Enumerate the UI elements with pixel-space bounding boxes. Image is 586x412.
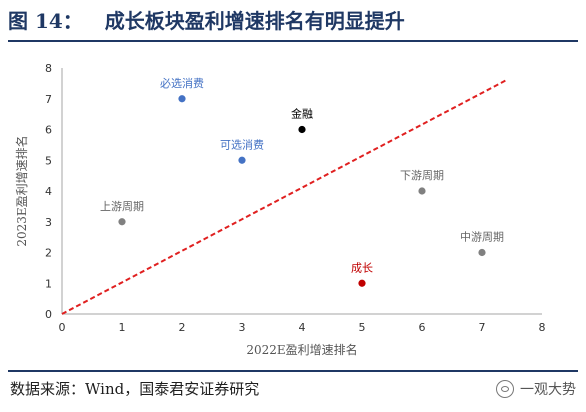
reference-line [61, 79, 507, 315]
data-point [178, 95, 186, 103]
data-point-label: 可选消费 [220, 137, 264, 151]
y-tick-label: 0 [45, 308, 52, 321]
data-point [118, 218, 126, 226]
x-tick-label: 4 [299, 321, 306, 334]
figure-title: 图 14： 成长板块盈利增速排名有明显提升 [8, 6, 568, 36]
y-tick-label: 1 [45, 277, 52, 290]
data-point-label: 中游周期 [460, 231, 504, 244]
x-tick-label: 8 [539, 321, 546, 334]
data-point [238, 156, 246, 164]
data-point [478, 248, 486, 257]
y-tick-label: 3 [45, 216, 52, 229]
wechat-logo-icon [496, 380, 514, 398]
x-tick-label: 1 [119, 321, 126, 334]
y-tick-label: 5 [45, 154, 52, 167]
x-tick-label: 7 [479, 321, 486, 334]
data-point [298, 125, 306, 134]
x-tick-label: 2 [179, 321, 186, 334]
y-axis-label: 2023E盈利增速排名 [14, 135, 29, 246]
watermark-text: 一观大势 [520, 382, 576, 398]
data-point [358, 279, 366, 287]
x-tick-label: 3 [239, 321, 246, 334]
x-tick-label: 6 [419, 321, 426, 334]
y-tick-label: 8 [45, 62, 52, 75]
axes [61, 68, 542, 315]
x-axis-label: 2022E盈利增速排名 [246, 342, 357, 357]
x-tick-label: 0 [59, 321, 66, 334]
top-rule [8, 40, 578, 42]
reference-line-group [61, 79, 507, 315]
bottom-rule [8, 370, 578, 372]
data-point-label: 上游周期 [100, 200, 144, 213]
data-point-label: 金融 [291, 107, 313, 121]
x-tick-label: 5 [359, 321, 366, 334]
data-point-label: 必选消费 [160, 76, 204, 90]
data-point [418, 187, 426, 195]
y-tick-label: 6 [45, 124, 52, 137]
y-tick-label: 2 [45, 247, 52, 260]
data-point-label: 下游周期 [400, 169, 444, 182]
tick-labels: 0 1 2 3 4 5 6 7 8 0 1 2 3 4 5 6 7 8 [45, 62, 546, 334]
scatter-chart: 0 1 2 3 4 5 6 7 8 0 1 2 3 4 5 6 7 8 必选消费金融可选消费下游周期上游周期中游周… [14, 62, 546, 357]
data-point-label: 成长 [351, 261, 373, 274]
y-tick-label: 4 [45, 185, 52, 198]
y-tick-label: 7 [45, 93, 52, 106]
figure-number: 图 14： [8, 9, 83, 33]
figure-title-text: 成长板块盈利增速排名有明显提升 [104, 9, 405, 33]
watermark: 一观大势 [496, 378, 576, 400]
source-note: 数据来源：Wind，国泰君安证券研究 [10, 380, 260, 398]
